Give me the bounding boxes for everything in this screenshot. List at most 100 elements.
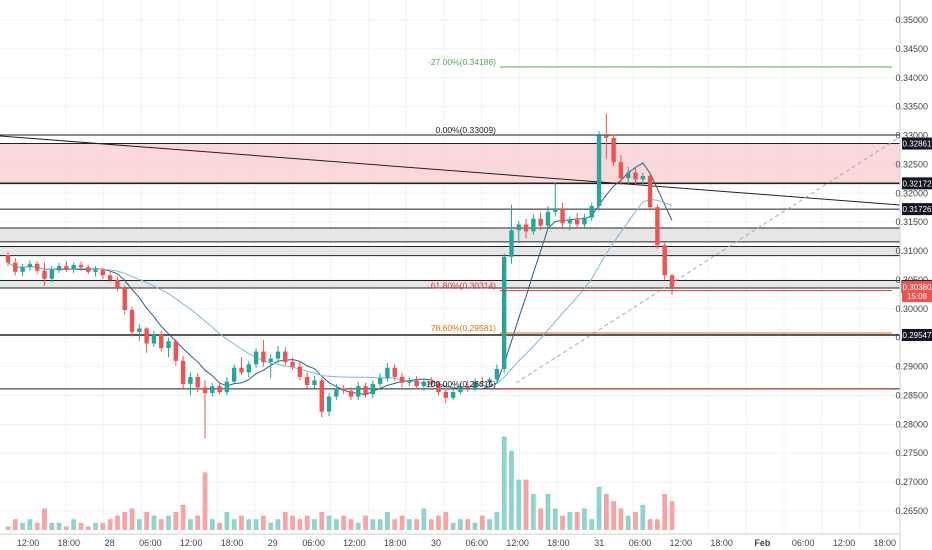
candle-body — [319, 380, 324, 412]
volume-bar — [545, 494, 551, 530]
price-axis-panel[interactable] — [900, 0, 932, 550]
time-tick-label: 18:00 — [384, 538, 407, 548]
price-tick-label: 0.27500 — [895, 448, 928, 458]
candle-body — [421, 381, 427, 387]
price-tick-label: 0.34500 — [895, 44, 928, 54]
price-tag-box — [902, 290, 932, 303]
candle-body — [275, 351, 281, 359]
candle-body — [392, 367, 397, 377]
candle-body — [115, 279, 120, 289]
candle-body — [553, 208, 558, 212]
time-tick-label: 12:00 — [343, 538, 366, 548]
candle-body — [5, 255, 11, 263]
volume-bar — [479, 515, 485, 530]
price-tags: 0.328610.321720.317260.303870.295470.303… — [901, 137, 932, 341]
time-tick-label: 18:00 — [221, 538, 244, 548]
time-tick-label: 18:00 — [58, 538, 81, 548]
time-tick-label: 31 — [594, 538, 604, 548]
volume-bar — [202, 472, 208, 530]
time-tick-label: 30 — [431, 538, 441, 548]
candle-body — [188, 376, 193, 384]
candle-body — [640, 175, 646, 180]
fib-label: 100.00%(0.28615) — [426, 379, 496, 389]
candle-body — [27, 263, 33, 268]
candle-body — [86, 267, 91, 272]
volume-bar — [333, 519, 339, 530]
candle-body — [465, 386, 470, 389]
price-tag-box — [902, 203, 932, 216]
candle-body — [647, 175, 653, 208]
price-zones — [0, 143, 900, 289]
volume-bar — [63, 526, 69, 530]
candle-body — [560, 208, 565, 224]
price-tick-label: 0.34000 — [895, 73, 928, 83]
price-tag-label: 0.31726 — [903, 205, 932, 214]
candle-body — [180, 360, 186, 384]
candle-body — [582, 217, 587, 225]
volume-bar — [209, 519, 215, 530]
candle-body — [166, 341, 171, 349]
volume-bar — [246, 519, 252, 530]
candle-body — [334, 388, 339, 397]
candle-body — [377, 378, 383, 384]
price-tick-label: 0.28500 — [895, 390, 928, 400]
candle-body — [662, 245, 667, 276]
candle-body — [100, 269, 106, 276]
volume-bar — [509, 450, 514, 530]
volume-bar — [582, 508, 587, 530]
time-tick-label: 06:00 — [792, 538, 815, 548]
time-tick-label: 12:00 — [670, 538, 693, 548]
volume-bar — [122, 512, 128, 530]
volume-bar — [421, 508, 427, 530]
candle-body — [531, 218, 536, 232]
candle-body — [363, 386, 368, 395]
volume-bar — [370, 519, 376, 530]
candle-body — [326, 396, 332, 412]
candle-body — [107, 275, 113, 280]
candle-body — [246, 364, 251, 373]
candle-body — [195, 376, 200, 388]
candlesticks — [5, 113, 675, 439]
fib-label: 61.80%(0.30314) — [431, 281, 496, 291]
volume-bar — [399, 515, 405, 530]
volume-bar — [662, 494, 668, 530]
ma-slow-line — [7, 198, 673, 389]
price-tag-label: 0.30380 — [903, 283, 932, 292]
volume-bar — [136, 519, 142, 530]
price-zone — [0, 280, 900, 289]
candle-body — [268, 358, 273, 362]
candle-body — [173, 341, 179, 361]
volume-bar — [567, 512, 573, 530]
candle-body — [494, 368, 500, 380]
volume-bar — [523, 479, 529, 530]
time-tick-label: 12:00 — [833, 538, 856, 548]
volume-bar — [166, 515, 171, 530]
volume-bar — [596, 486, 602, 530]
candle-body — [385, 367, 390, 379]
volume-bar — [151, 515, 157, 530]
candle-body — [480, 381, 485, 383]
volume-bar — [436, 515, 441, 530]
candle-body — [93, 269, 98, 272]
candle-body — [159, 334, 164, 349]
candle-body — [217, 386, 222, 393]
candle-body — [78, 264, 84, 268]
candle-body — [604, 135, 609, 138]
volume-bar — [465, 519, 471, 530]
candle-body — [414, 380, 419, 387]
time-tick-label: 18:00 — [710, 538, 733, 548]
volume-bar — [290, 515, 295, 530]
volume-bar — [363, 515, 368, 530]
volume-bar — [195, 515, 201, 530]
candle-body — [13, 262, 18, 272]
candle-body — [407, 380, 412, 383]
time-tick-label: 06:00 — [302, 538, 325, 548]
candle-body — [151, 334, 157, 344]
candle-body — [253, 351, 259, 365]
volume-bar — [297, 519, 303, 530]
volume-bar — [173, 512, 179, 530]
candle-body — [655, 207, 660, 246]
volume-bar — [530, 494, 536, 530]
time-tick-label: 12:00 — [17, 538, 40, 548]
